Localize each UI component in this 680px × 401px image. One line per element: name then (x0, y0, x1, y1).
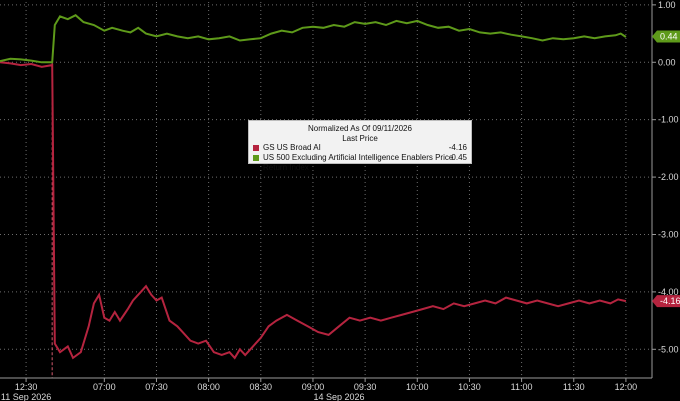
x-tick-label: 12:30 (15, 382, 38, 392)
x-tick-label: 08:30 (250, 382, 273, 392)
legend-title: Normalized As Of 09/11/2026 (308, 124, 412, 133)
legend-subtitle: Last Price (342, 134, 378, 143)
x-tick-label: 08:00 (197, 382, 220, 392)
y-tick-labels: 1.00 0.00 -1.00 -2.00 -3.00 -4.00 -5.00 (652, 0, 679, 354)
legend-series-value: 0.45 (451, 153, 467, 162)
x-tick-label: 09:00 (302, 382, 325, 392)
last-value-tag (652, 30, 680, 43)
date-label: 14 Sep 2026 (314, 392, 365, 401)
last-value-label: 0.44 (660, 31, 678, 41)
y-tick-label: -3.00 (658, 229, 679, 239)
last-value-tags: -4.16 0.44 (652, 30, 680, 308)
legend-swatch (253, 155, 259, 161)
y-tick-label: -1.00 (658, 115, 679, 125)
x-tick-label: 10:00 (406, 382, 429, 392)
x-tick-labels: 12:30 07:00 07:30 08:00 08:30 09:00 09:30 10:00… (15, 378, 637, 392)
y-tick-label: 0.00 (658, 57, 676, 67)
y-tick-label: 1.00 (658, 0, 676, 10)
y-tick-label: -4.00 (658, 287, 679, 297)
x-tick-label: 09:30 (354, 382, 377, 392)
gridlines (0, 2, 652, 378)
last-value-tag (652, 295, 680, 308)
legend-entry-us500-ex-ai: US 500 Excluding Artificial Intelligence… (253, 153, 467, 172)
last-value-label: -4.16 (660, 296, 680, 306)
x-tick-label: 11:30 (563, 382, 585, 392)
legend-swatch (253, 145, 259, 151)
legend: Normalized As Of 09/11/2026 Last Price G… (248, 120, 472, 172)
x-tick-label: 07:30 (145, 382, 168, 392)
x-tick-label: 10:30 (458, 382, 481, 392)
date-label: 11 Sep 2026 (1, 392, 51, 401)
y-tick-label: -5.00 (658, 344, 679, 354)
x-tick-label: 12:00 (615, 382, 638, 392)
date-labels: 11 Sep 2026 14 Sep 2026 (1, 392, 365, 401)
x-tick-label: 07:00 (93, 382, 116, 392)
legend-series-name: US 500 Excluding Artificial Intelligence… (263, 153, 454, 172)
y-tick-label: -2.00 (658, 172, 679, 182)
x-tick-label: 11:00 (511, 382, 533, 392)
legend-series-value: -4.16 (448, 143, 467, 152)
series-line-gs-broad-ai (0, 61, 627, 360)
legend-entry-gs-broad-ai: GS US Broad AI -4.16 (253, 143, 467, 153)
legend-series-name: GS US Broad AI (263, 143, 321, 152)
series-line-us500-ex-ai (0, 14, 627, 64)
